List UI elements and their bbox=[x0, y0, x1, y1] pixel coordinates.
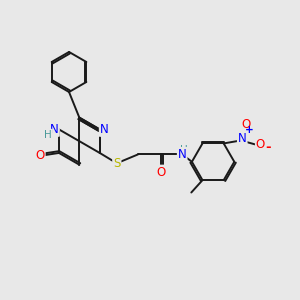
Text: O: O bbox=[242, 118, 251, 131]
Text: -: - bbox=[265, 141, 271, 154]
Text: O: O bbox=[156, 166, 166, 178]
Text: H: H bbox=[180, 145, 188, 155]
Text: N: N bbox=[100, 123, 109, 136]
Text: O: O bbox=[35, 149, 45, 162]
Text: N: N bbox=[50, 123, 59, 136]
Text: H: H bbox=[44, 130, 52, 140]
Text: S: S bbox=[113, 157, 121, 170]
Text: +: + bbox=[244, 125, 253, 135]
Text: O: O bbox=[256, 138, 265, 152]
Text: N: N bbox=[238, 132, 247, 145]
Text: N: N bbox=[178, 148, 187, 161]
